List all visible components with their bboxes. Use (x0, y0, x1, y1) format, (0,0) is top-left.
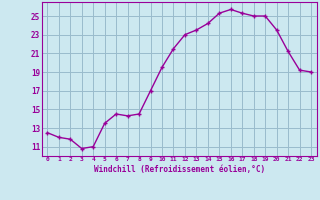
X-axis label: Windchill (Refroidissement éolien,°C): Windchill (Refroidissement éolien,°C) (94, 165, 265, 174)
